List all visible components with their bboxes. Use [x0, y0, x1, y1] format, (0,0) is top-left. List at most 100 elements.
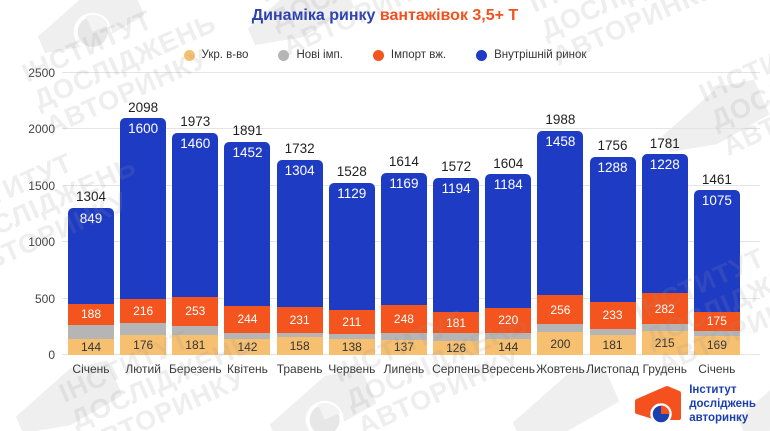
- bar-segment-value: 138: [341, 340, 362, 355]
- bar-column: 2098 176 216 1600: [120, 99, 167, 355]
- bar-segment: 1228: [641, 154, 688, 293]
- bar-segment-value: 849: [79, 210, 103, 226]
- bar-stack: 137 248 1169: [380, 172, 427, 355]
- bar-stack: 176 216 1600: [120, 118, 167, 355]
- bar-segment-value: 216: [133, 303, 154, 318]
- x-axis-label: Лютий: [125, 362, 161, 376]
- bar-segment: [589, 328, 636, 335]
- bar-segment: [276, 332, 323, 338]
- bar-segment: 1600: [120, 118, 167, 299]
- bar-segment: 142: [224, 339, 271, 355]
- bar-segment-value: 1288: [597, 159, 628, 175]
- bar-stack: 169 175 1075: [693, 190, 740, 355]
- bar-segment: 1169: [380, 172, 427, 305]
- bar-segment: [693, 331, 740, 336]
- bar-segment: [224, 333, 271, 339]
- bar-segment: 216: [120, 298, 167, 324]
- bar-segment-value: 231: [289, 312, 310, 327]
- bar-segment: 215: [641, 330, 688, 355]
- bar-segment: 144: [68, 338, 114, 355]
- bar-segment-value: 1129: [337, 185, 367, 201]
- bar-segment: 248: [380, 304, 427, 333]
- bars: 1304 144 188 849 2098 176 216 1600 1973 181 253 146…: [68, 73, 740, 355]
- bar-segment-value: 176: [133, 338, 154, 353]
- bar-segment: 231: [276, 306, 323, 333]
- bar-segment: 253: [172, 297, 219, 326]
- bar-segment-value: 211: [342, 314, 362, 329]
- bar-stack: 181 233 1288: [589, 156, 636, 355]
- title-part-trucks: вантажівок 3,5+ Т: [375, 7, 519, 24]
- bar-segment-value: 233: [602, 308, 623, 323]
- bar-segment: [120, 323, 167, 336]
- bar-segment-value: 253: [185, 304, 206, 319]
- x-axis-label: Січень: [72, 362, 110, 376]
- bar-segment-value: 1452: [232, 144, 263, 160]
- bar-segment: 181: [433, 312, 480, 333]
- bar-total-label: 1304: [75, 189, 107, 205]
- page-title: Динаміка ринку вантажівок 3,5+ Т: [0, 7, 770, 25]
- bar-segment: 1194: [433, 177, 480, 313]
- bar-total-label: 2098: [128, 99, 159, 115]
- legend-swatch-icon: [476, 49, 488, 61]
- bar-total-label: 1781: [649, 135, 680, 151]
- bar-stack: 138 211 1129: [328, 182, 375, 355]
- x-axis-label: Вересень: [481, 362, 536, 376]
- bar-segment-value: 142: [237, 340, 258, 354]
- bar-column: 1604 144 220 1184: [485, 155, 532, 355]
- x-axis-label: Серпень: [432, 362, 481, 376]
- bar-segment: 282: [641, 292, 688, 325]
- bar-total-label: 1756: [597, 138, 628, 154]
- legend-item: Нові імп.: [278, 49, 343, 61]
- bar-total-label: 1461: [701, 171, 732, 187]
- x-axis-label: Грудень: [642, 362, 687, 376]
- bar-segment-value: 1600: [128, 121, 159, 137]
- bar-total-label: 1604: [493, 155, 524, 171]
- bar-segment: [641, 324, 688, 331]
- bar-stack: 181 253 1460: [172, 132, 219, 355]
- bar-segment-value: 215: [654, 335, 675, 350]
- bar-segment: 1184: [485, 174, 532, 308]
- x-axis-label: Березень: [169, 362, 222, 376]
- bar-segment: [485, 332, 532, 339]
- x-axis-label: Травень: [276, 362, 323, 376]
- bar-total-label: 1732: [284, 141, 315, 157]
- bar-segment-value: 200: [550, 336, 571, 351]
- legend-item: Укр. в-во: [183, 49, 248, 61]
- x-axis-label: Січень: [698, 362, 736, 376]
- bar-segment: 1129: [328, 182, 375, 311]
- bar-segment-value: 144: [498, 339, 519, 354]
- bar-segment-value: 1228: [649, 157, 680, 173]
- bar-column: 1614 137 248 1169: [380, 155, 427, 355]
- bar-segment: [68, 324, 114, 339]
- bar-segment-value: 248: [393, 311, 414, 326]
- legend-label: Внутрішній ринок: [494, 49, 587, 61]
- plot-area: 0 500 1000 1500 2000 2500 1304 144 188 849 2098 17…: [28, 66, 760, 376]
- legend-label: Нові імп.: [296, 49, 343, 61]
- bar-total-label: 1572: [441, 159, 472, 175]
- bar-segment: [172, 325, 219, 335]
- bar-segment: 849: [68, 207, 114, 304]
- y-axis-label: 2500: [28, 66, 55, 80]
- watermark-logo-icon: [262, 368, 382, 431]
- bar-column: 1528 138 211 1129: [328, 165, 375, 355]
- bar-column: 1988 200 256 1458: [537, 113, 584, 355]
- bar-segment: 181: [589, 334, 636, 355]
- y-axis-label: 500: [34, 291, 55, 306]
- brand-line-2: досліджень: [689, 398, 756, 411]
- bar-segment-value: 256: [550, 302, 571, 317]
- bar-segment: 256: [537, 295, 584, 325]
- bar-stack: 126 181 1194: [433, 177, 480, 355]
- bar-stack: 215 282 1228: [641, 154, 688, 355]
- x-axis-labels: Січень Лютий Березень Квітень Травень Червень…: [68, 362, 740, 376]
- bar-total-label: 1973: [180, 114, 211, 130]
- bar-stack: 142 244 1452: [224, 141, 271, 355]
- y-axis-label: 1000: [28, 235, 55, 250]
- gridline: [62, 128, 760, 130]
- bar-segment-value: 181: [446, 315, 467, 330]
- bar-column: 1461 169 175 1075: [693, 171, 740, 355]
- bar-segment: 175: [693, 311, 740, 332]
- bar-segment-value: 244: [237, 312, 258, 327]
- x-axis-label: Липень: [383, 362, 425, 376]
- chart-legend: Укр. в-во Нові імп. Імпорт вж. Внутрішній р…: [0, 49, 770, 61]
